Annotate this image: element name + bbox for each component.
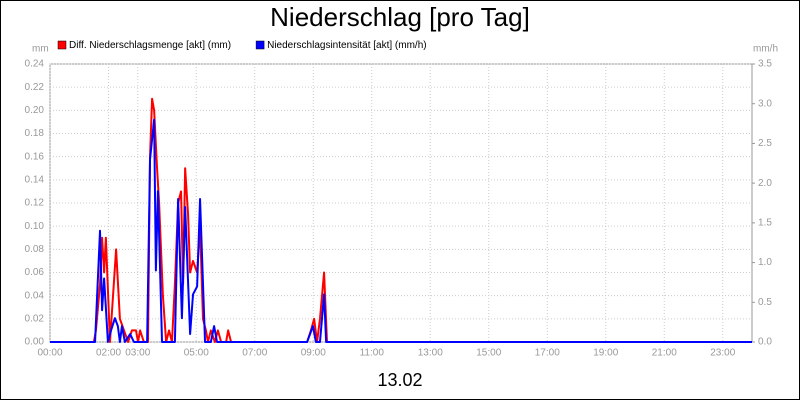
y-tick-label: 0.22 [25,82,45,93]
x-tick-label: 15:00 [476,348,501,359]
series-line [50,97,752,343]
y-tick-label: 0.18 [25,128,45,139]
x-tick-label: 17:00 [535,348,560,359]
y-tick-label: 0.24 [25,59,45,70]
x-tick-label: 11:00 [360,348,385,359]
x-tick-label: 00:00 [37,348,62,359]
y2-tick-label: 1.5 [758,217,772,228]
x-tick-label: 13:00 [418,348,443,359]
y2-axis-label: mm/h [753,44,778,55]
legend-label: Diff. Niederschlagsmenge [akt] (mm) [69,40,231,51]
series-line [50,118,752,343]
x-tick-label: 05:00 [184,348,209,359]
y-tick-label: 0.04 [25,290,45,301]
y-tick-label: 0.06 [25,267,45,278]
x-tick-label: 19:00 [593,348,618,359]
chart-title: Niederschlag [pro Tag] [270,2,530,32]
x-tick-label: 21:00 [652,348,677,359]
y2-tick-label: 3.5 [758,59,772,70]
y2-tick-label: 0.5 [758,297,772,308]
y-tick-label: 0.20 [25,105,45,116]
y-tick-label: 0.10 [25,221,45,232]
y2-tick-label: 1.0 [758,257,772,268]
y-axis-label: mm [32,44,49,55]
legend-swatch [57,40,67,50]
legend-swatch [255,40,265,50]
y2-tick-label: 3.0 [758,98,772,109]
y-tick-label: 0.14 [25,174,45,185]
x-tick-label: 03:00 [125,348,150,359]
x-tick-label: 23:00 [710,348,735,359]
y-tick-label: 0.16 [25,151,45,162]
x-tick-label: 09:00 [301,348,326,359]
y-tick-label: 0.02 [25,313,45,324]
y2-tick-label: 2.5 [758,138,772,149]
y2-tick-label: 0.0 [758,337,772,348]
x-tick-label: 07:00 [242,348,267,359]
x-axis-label: 13.02 [377,370,422,390]
x-tick-label: 02:00 [96,348,121,359]
legend-label: Niederschlagsintensität [akt] (mm/h) [267,40,427,51]
y-tick-label: 0.08 [25,244,45,255]
y2-tick-label: 2.0 [758,178,772,189]
y-tick-label: 0.00 [25,337,45,348]
y-tick-label: 0.12 [25,198,45,209]
